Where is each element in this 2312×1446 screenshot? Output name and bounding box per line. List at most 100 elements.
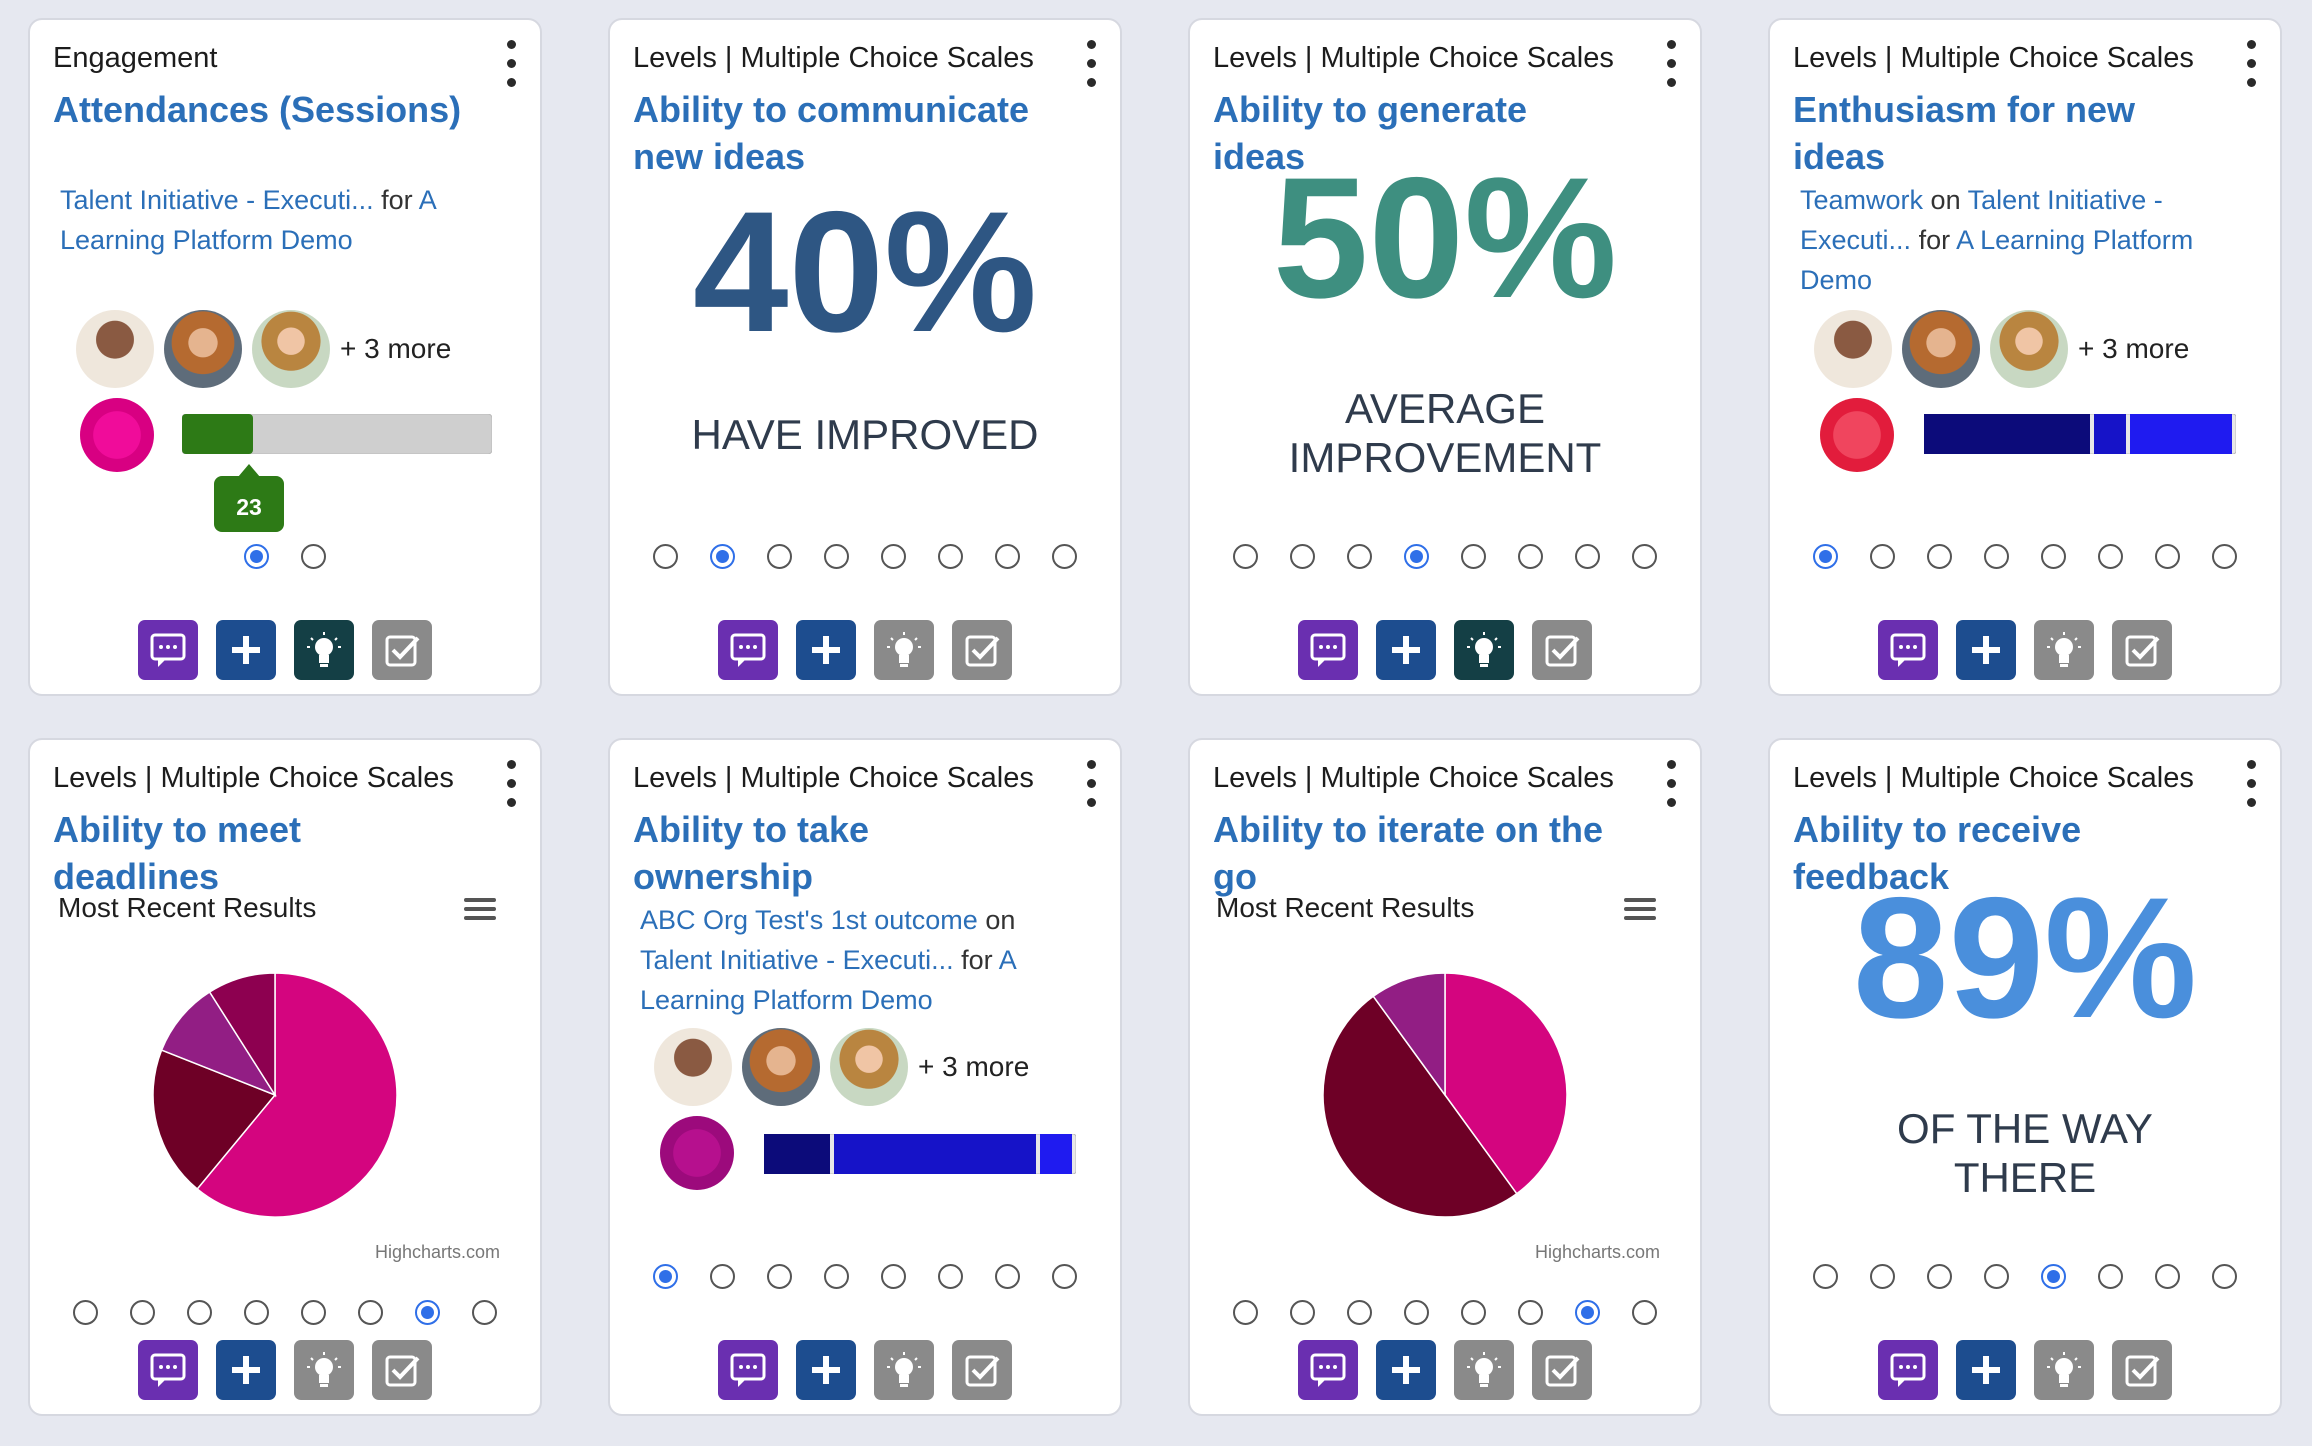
page-dot[interactable] — [2098, 1264, 2123, 1289]
page-dot[interactable] — [1461, 1300, 1486, 1325]
chart-menu-icon[interactable] — [464, 898, 496, 925]
page-dot[interactable] — [938, 1264, 963, 1289]
pie-slice-3[interactable] — [1372, 972, 1446, 1098]
page-dot[interactable] — [130, 1300, 155, 1325]
page-dot[interactable] — [1813, 1264, 1838, 1289]
avatar[interactable] — [742, 1028, 820, 1106]
org-link[interactable]: A Learning Platform Demo — [1800, 225, 2194, 295]
page-dot[interactable] — [1984, 1264, 2009, 1289]
chart-menu-icon[interactable] — [1624, 898, 1656, 925]
more-options-icon[interactable] — [2244, 760, 2258, 816]
comment-button[interactable] — [1878, 1340, 1938, 1400]
page-dot[interactable] — [1518, 544, 1543, 569]
insight-button[interactable] — [1454, 620, 1514, 680]
participants[interactable]: + 3 more — [1814, 310, 2189, 390]
add-button[interactable] — [216, 620, 276, 680]
pagination-dots[interactable] — [1770, 1264, 2280, 1289]
insight-button[interactable] — [294, 620, 354, 680]
page-dot[interactable] — [244, 544, 269, 569]
page-dot[interactable] — [1233, 1300, 1258, 1325]
page-dot[interactable] — [415, 1300, 440, 1325]
pagination-dots[interactable] — [1190, 1300, 1700, 1325]
comment-button[interactable] — [718, 1340, 778, 1400]
page-dot[interactable] — [1052, 544, 1077, 569]
page-dot[interactable] — [1813, 544, 1838, 569]
insight-button[interactable] — [2034, 1340, 2094, 1400]
page-dot[interactable] — [1575, 544, 1600, 569]
add-button[interactable] — [796, 620, 856, 680]
page-dot[interactable] — [358, 1300, 383, 1325]
page-dot[interactable] — [2041, 1264, 2066, 1289]
page-dot[interactable] — [1927, 544, 1952, 569]
program-link[interactable]: Talent Initiative - Executi... — [1800, 185, 2163, 255]
card-title[interactable]: Ability to iterate on the go — [1213, 809, 1604, 897]
card-title[interactable]: Enthusiasm for new ideas — [1793, 89, 2136, 177]
avatar[interactable] — [164, 310, 242, 388]
complete-button[interactable] — [2112, 1340, 2172, 1400]
add-button[interactable] — [1956, 1340, 2016, 1400]
page-dot[interactable] — [1518, 1300, 1543, 1325]
complete-button[interactable] — [372, 1340, 432, 1400]
avatar[interactable] — [1814, 310, 1892, 388]
page-dot[interactable] — [710, 1264, 735, 1289]
complete-button[interactable] — [1532, 620, 1592, 680]
page-dot[interactable] — [767, 1264, 792, 1289]
page-dot[interactable] — [1870, 544, 1895, 569]
page-dot[interactable] — [187, 1300, 212, 1325]
page-dot[interactable] — [472, 1300, 497, 1325]
comment-button[interactable] — [1298, 1340, 1358, 1400]
page-dot[interactable] — [301, 544, 326, 569]
participants[interactable]: + 3 more — [654, 1028, 1029, 1108]
more-participants[interactable]: + 3 more — [918, 1051, 1030, 1082]
avatar[interactable] — [76, 310, 154, 388]
avatar[interactable] — [830, 1028, 908, 1106]
insight-button[interactable] — [874, 1340, 934, 1400]
complete-button[interactable] — [1532, 1340, 1592, 1400]
avatar[interactable] — [1990, 310, 2068, 388]
pagination-dots[interactable] — [1770, 544, 2280, 569]
more-options-icon[interactable] — [1084, 40, 1098, 96]
card-title[interactable]: Ability to communicate new ideas — [633, 89, 1030, 177]
chart-credit[interactable]: Highcharts.com — [1534, 1242, 1660, 1262]
pie-slice-4[interactable] — [208, 972, 276, 1098]
add-button[interactable] — [1376, 620, 1436, 680]
more-options-icon[interactable] — [1664, 40, 1678, 96]
add-button[interactable] — [216, 1340, 276, 1400]
page-dot[interactable] — [2155, 544, 2180, 569]
more-options-icon[interactable] — [1084, 760, 1098, 816]
outcome-link[interactable]: ABC Org Test's 1st outcome — [640, 905, 978, 935]
complete-button[interactable] — [952, 620, 1012, 680]
add-button[interactable] — [796, 1340, 856, 1400]
page-dot[interactable] — [73, 1300, 98, 1325]
page-dot[interactable] — [1984, 544, 2009, 569]
topic-link[interactable]: Teamwork — [1800, 185, 1924, 215]
page-dot[interactable] — [824, 544, 849, 569]
org-link[interactable]: A Learning Platform Demo — [640, 945, 1016, 1015]
more-participants[interactable]: + 3 more — [2078, 333, 2190, 364]
complete-button[interactable] — [952, 1340, 1012, 1400]
page-dot[interactable] — [1290, 1300, 1315, 1325]
comment-button[interactable] — [718, 620, 778, 680]
add-button[interactable] — [1376, 1340, 1436, 1400]
page-dot[interactable] — [2212, 1264, 2237, 1289]
pagination-dots[interactable] — [1190, 544, 1700, 569]
page-dot[interactable] — [881, 544, 906, 569]
more-options-icon[interactable] — [504, 40, 518, 96]
comment-button[interactable] — [138, 1340, 198, 1400]
page-dot[interactable] — [824, 1264, 849, 1289]
page-dot[interactable] — [1233, 544, 1258, 569]
page-dot[interactable] — [2212, 544, 2237, 569]
card-title[interactable]: Ability to generate ideas — [1213, 89, 1528, 177]
page-dot[interactable] — [653, 544, 678, 569]
page-dot[interactable] — [1575, 1300, 1600, 1325]
page-dot[interactable] — [1632, 1300, 1657, 1325]
pagination-dots[interactable] — [610, 544, 1120, 569]
chart-credit[interactable]: Highcharts.com — [374, 1242, 500, 1262]
page-dot[interactable] — [653, 1264, 678, 1289]
pie-slice-2[interactable] — [152, 1049, 277, 1191]
pie-slice-3[interactable] — [160, 990, 277, 1097]
page-dot[interactable] — [995, 544, 1020, 569]
org-link[interactable]: A Learning Platform Demo — [60, 185, 436, 255]
more-options-icon[interactable] — [1664, 760, 1678, 816]
card-title[interactable]: Attendances (Sessions) — [53, 89, 462, 130]
